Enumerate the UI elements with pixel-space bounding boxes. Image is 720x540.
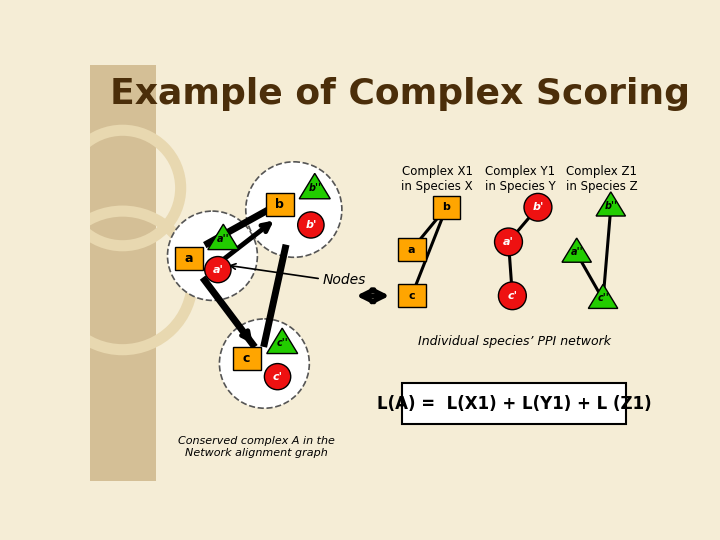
- Text: a': a': [212, 265, 223, 275]
- Circle shape: [220, 319, 310, 408]
- Text: b': b': [532, 202, 544, 212]
- Circle shape: [246, 162, 342, 257]
- FancyBboxPatch shape: [233, 347, 261, 370]
- Text: Complex X1
in Species X: Complex X1 in Species X: [401, 165, 473, 193]
- Text: b'': b'': [308, 183, 321, 193]
- Text: c': c': [273, 372, 282, 382]
- FancyBboxPatch shape: [90, 65, 156, 481]
- Polygon shape: [588, 284, 618, 308]
- FancyBboxPatch shape: [433, 195, 461, 219]
- Polygon shape: [208, 224, 239, 249]
- Text: Individual species’ PPI network: Individual species’ PPI network: [418, 335, 611, 348]
- Polygon shape: [300, 173, 330, 199]
- Text: b: b: [276, 198, 284, 212]
- Circle shape: [495, 228, 523, 256]
- Text: L(A) =  L(X1) + L(Y1) + L (Z1): L(A) = L(X1) + L(Y1) + L (Z1): [377, 395, 652, 413]
- Circle shape: [264, 363, 291, 390]
- FancyBboxPatch shape: [266, 193, 294, 217]
- FancyBboxPatch shape: [402, 383, 626, 424]
- Text: c'': c'': [276, 338, 288, 348]
- Circle shape: [204, 256, 231, 283]
- Text: Complex Z1
in Species Z: Complex Z1 in Species Z: [566, 165, 637, 193]
- Text: a'': a'': [217, 234, 230, 244]
- Text: b': b': [305, 220, 317, 230]
- Text: b'': b'': [604, 201, 617, 211]
- Text: a'': a'': [570, 247, 583, 257]
- Circle shape: [498, 282, 526, 309]
- Text: Complex Y1
in Species Y: Complex Y1 in Species Y: [485, 165, 556, 193]
- Text: Example of Complex Scoring: Example of Complex Scoring: [110, 77, 690, 111]
- Polygon shape: [562, 238, 591, 262]
- Circle shape: [168, 211, 258, 300]
- Circle shape: [524, 193, 552, 221]
- Text: c: c: [408, 291, 415, 301]
- FancyBboxPatch shape: [397, 238, 426, 261]
- Polygon shape: [266, 328, 297, 354]
- Text: c': c': [508, 291, 518, 301]
- FancyBboxPatch shape: [175, 247, 203, 271]
- Text: c'': c'': [597, 293, 609, 303]
- FancyBboxPatch shape: [397, 284, 426, 307]
- Text: Conserved complex A in the
Network alignment graph: Conserved complex A in the Network align…: [178, 436, 335, 457]
- Text: b: b: [443, 202, 451, 212]
- Text: a: a: [185, 252, 194, 265]
- Text: Nodes: Nodes: [323, 273, 366, 287]
- Text: c: c: [243, 353, 251, 366]
- Polygon shape: [596, 192, 626, 216]
- Text: a: a: [408, 245, 415, 254]
- Circle shape: [297, 212, 324, 238]
- Text: a': a': [503, 237, 514, 247]
